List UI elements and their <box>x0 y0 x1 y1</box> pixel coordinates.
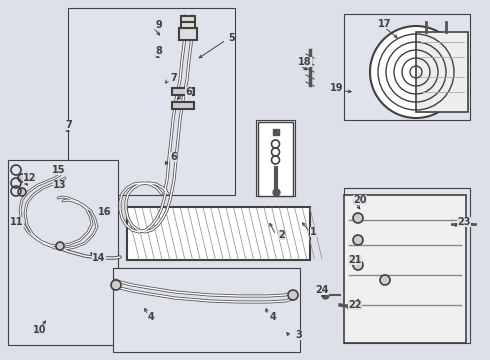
Circle shape <box>18 174 26 182</box>
Text: 14: 14 <box>92 253 105 263</box>
Bar <box>179 28 197 40</box>
Text: 16: 16 <box>98 207 112 217</box>
Text: 23: 23 <box>457 217 470 227</box>
Bar <box>256 120 295 196</box>
Bar <box>172 102 194 109</box>
Circle shape <box>353 213 363 223</box>
Bar <box>8 160 118 345</box>
Bar <box>181 16 195 28</box>
Bar <box>113 268 300 352</box>
Text: 12: 12 <box>23 173 36 183</box>
Bar <box>416 32 468 112</box>
Text: 10: 10 <box>33 325 47 335</box>
Text: 5: 5 <box>228 33 235 43</box>
Text: 11: 11 <box>10 217 24 227</box>
Text: 13: 13 <box>53 180 67 190</box>
Circle shape <box>353 235 363 245</box>
Text: 19: 19 <box>330 83 343 93</box>
Bar <box>344 14 470 120</box>
Text: 8: 8 <box>155 46 162 56</box>
Bar <box>127 207 310 260</box>
Circle shape <box>18 188 26 196</box>
Circle shape <box>56 242 64 250</box>
Bar <box>172 88 194 95</box>
Text: 1: 1 <box>310 227 317 237</box>
Text: 4: 4 <box>270 312 277 322</box>
Text: 6: 6 <box>170 152 177 162</box>
Circle shape <box>380 275 390 285</box>
Text: 6: 6 <box>185 87 192 97</box>
Text: 7: 7 <box>65 120 72 130</box>
Text: 24: 24 <box>315 285 328 295</box>
Circle shape <box>288 290 298 300</box>
Text: 4: 4 <box>148 312 155 322</box>
Text: 18: 18 <box>298 57 312 67</box>
Bar <box>344 195 466 343</box>
Text: 2: 2 <box>278 230 285 240</box>
Circle shape <box>370 26 462 118</box>
Text: 17: 17 <box>378 19 392 29</box>
Text: 9: 9 <box>155 20 162 30</box>
Circle shape <box>353 260 363 270</box>
Text: 21: 21 <box>348 255 362 265</box>
Text: 7: 7 <box>170 73 177 83</box>
Text: 15: 15 <box>52 165 66 175</box>
Bar <box>344 188 470 343</box>
Circle shape <box>111 280 121 290</box>
Text: 20: 20 <box>353 195 367 205</box>
Text: 3: 3 <box>295 330 302 340</box>
Bar <box>68 8 235 195</box>
Text: 22: 22 <box>348 300 362 310</box>
Bar <box>258 122 293 196</box>
